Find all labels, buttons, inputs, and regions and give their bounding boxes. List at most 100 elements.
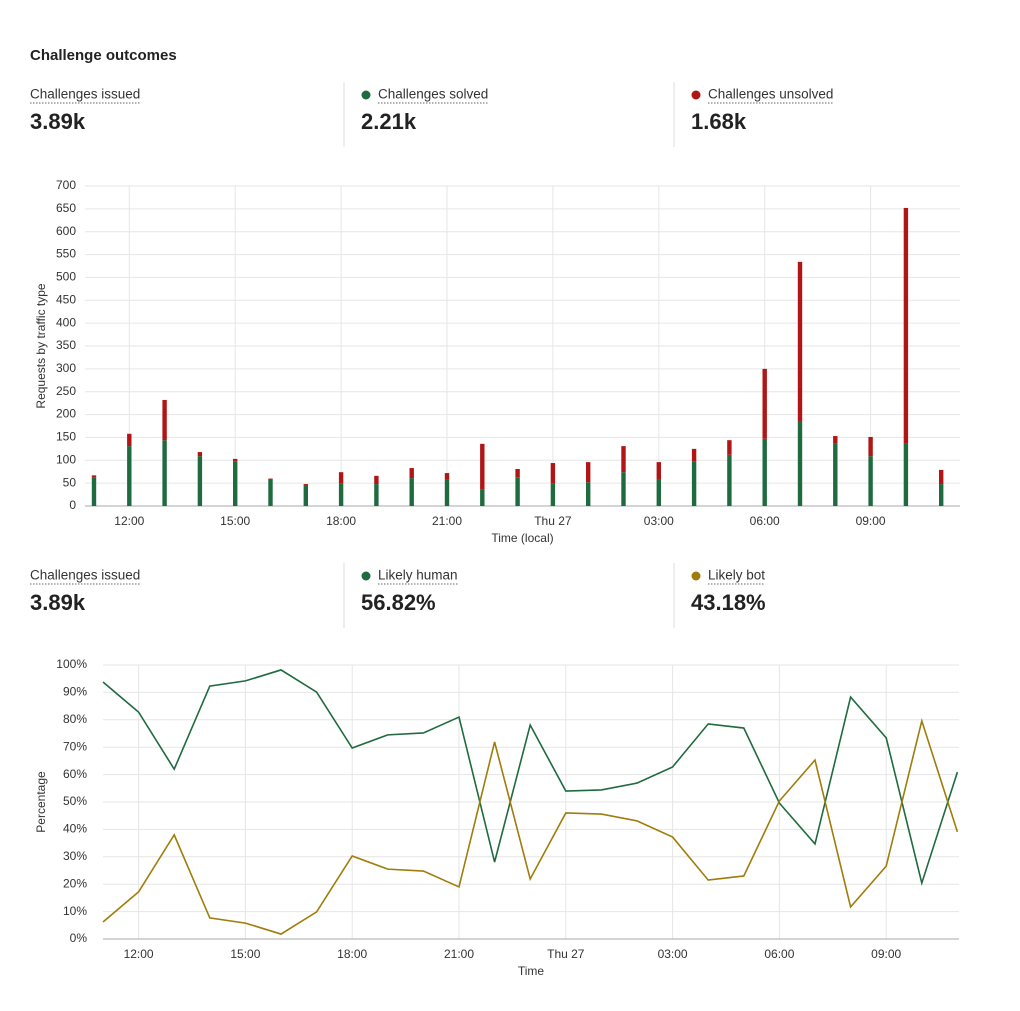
- y-tick-label: 100: [56, 452, 76, 466]
- y-tick-label: 70%: [63, 739, 87, 753]
- y-tick-label: 0: [69, 498, 76, 512]
- legend-dot: [361, 90, 371, 100]
- y-axis-label: Percentage: [34, 771, 48, 833]
- bar-segment: [409, 468, 414, 479]
- bar-segment: [939, 484, 944, 506]
- x-tick-label: 06:00: [750, 514, 780, 528]
- bar-segment: [480, 489, 485, 506]
- x-tick-label: 21:00: [432, 514, 462, 528]
- bar-segment: [656, 479, 661, 506]
- bar-segment: [621, 472, 626, 506]
- y-tick-label: 80%: [63, 712, 87, 726]
- legend-dot: [691, 571, 701, 581]
- bar-segment: [374, 484, 379, 506]
- y-tick-label: 0%: [70, 931, 88, 945]
- x-axis-label: Time: [518, 964, 545, 978]
- y-axis-label: Requests by traffic type: [34, 283, 48, 409]
- stat-value: 3.89k: [30, 109, 86, 134]
- bar-segment: [444, 473, 450, 480]
- y-tick-label: 150: [56, 430, 76, 444]
- bar-segment: [162, 399, 167, 441]
- y-tick-label: 450: [56, 292, 76, 306]
- bar-segment: [762, 368, 767, 439]
- bar-segment: [409, 478, 414, 506]
- y-tick-label: 350: [56, 338, 76, 352]
- y-tick-label: 30%: [63, 849, 87, 863]
- x-tick-label: 15:00: [230, 947, 260, 961]
- bar-segment: [515, 468, 520, 478]
- section-title: Challenge outcomes: [30, 47, 177, 64]
- y-tick-label: 90%: [63, 685, 87, 699]
- legend-dot: [691, 90, 701, 100]
- bar-segment: [338, 472, 344, 484]
- bar-segment: [233, 458, 238, 462]
- line-series: [102, 669, 959, 887]
- bar-segment: [127, 433, 132, 447]
- y-tick-label: 550: [56, 247, 76, 261]
- x-tick-label: 18:00: [337, 947, 367, 961]
- stat-label: Likely bot: [708, 568, 765, 583]
- x-tick-label: 12:00: [114, 514, 144, 528]
- bar-segment: [268, 479, 273, 506]
- bar-segment: [480, 443, 485, 490]
- stat-value: 56.82%: [361, 590, 436, 615]
- bar-segment: [197, 452, 203, 457]
- bar-segment: [550, 463, 556, 484]
- y-tick-label: 10%: [63, 904, 87, 918]
- bar-segment: [797, 261, 803, 421]
- bar-segment: [833, 443, 838, 506]
- x-tick-label: 09:00: [871, 947, 901, 961]
- bar-segment: [903, 443, 909, 506]
- x-axis-label: Time (local): [491, 531, 553, 545]
- bar-segment: [833, 436, 838, 444]
- bar-segment: [868, 436, 873, 457]
- bar-segment: [656, 462, 661, 480]
- y-tick-label: 100%: [56, 657, 87, 671]
- y-tick-label: 60%: [63, 767, 87, 781]
- x-tick-label: 06:00: [764, 947, 794, 961]
- y-tick-label: 20%: [63, 876, 87, 890]
- bar-segment: [91, 477, 97, 506]
- bar-segment: [727, 440, 732, 455]
- bar-segment: [939, 469, 944, 485]
- stat-label: Likely human: [378, 568, 458, 583]
- y-tick-label: 200: [56, 407, 76, 421]
- bar-segment: [762, 438, 767, 506]
- stat-label: Challenges issued: [30, 568, 140, 583]
- bar-segment: [233, 461, 238, 506]
- y-tick-label: 40%: [63, 822, 87, 836]
- stat-label: Challenges unsolved: [708, 87, 833, 102]
- y-tick-label: 50%: [63, 794, 87, 808]
- bar-segment: [903, 207, 909, 444]
- bar-segment: [797, 420, 803, 506]
- y-tick-label: 400: [56, 315, 76, 329]
- y-tick-label: 50: [63, 475, 77, 489]
- stat-value: 3.89k: [30, 590, 86, 615]
- legend-dot: [361, 571, 371, 581]
- x-tick-label: Thu 27: [534, 514, 572, 528]
- bar-segment: [197, 456, 203, 506]
- bar-segment: [586, 482, 591, 506]
- bar-segment: [586, 462, 591, 483]
- x-tick-label: 15:00: [220, 514, 250, 528]
- y-tick-label: 650: [56, 201, 76, 215]
- stat-label: Challenges issued: [30, 87, 140, 102]
- y-tick-label: 600: [56, 224, 76, 238]
- x-tick-label: 21:00: [444, 947, 474, 961]
- line-series: [102, 717, 959, 935]
- bar-segment: [515, 477, 520, 506]
- stat-value: 43.18%: [691, 590, 766, 615]
- bar-segment: [550, 483, 556, 506]
- stat-label: Challenges solved: [378, 87, 488, 102]
- bar-segment: [127, 446, 132, 506]
- bar-segment: [162, 440, 167, 506]
- x-tick-label: 03:00: [658, 947, 688, 961]
- stat-value: 2.21k: [361, 109, 417, 134]
- bar-segment: [868, 456, 873, 506]
- y-tick-label: 700: [56, 178, 76, 192]
- x-tick-label: 12:00: [124, 947, 154, 961]
- bar-segment: [691, 461, 697, 506]
- y-tick-label: 500: [56, 270, 76, 284]
- bar-segment: [303, 485, 308, 506]
